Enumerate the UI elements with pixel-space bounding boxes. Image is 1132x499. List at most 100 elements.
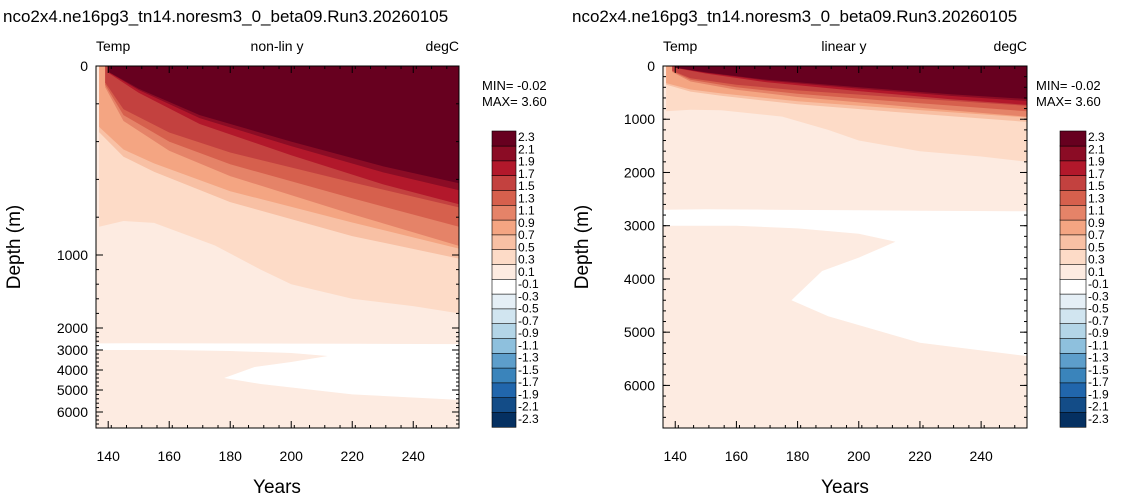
y-tick-label: 6000 — [624, 377, 655, 393]
colorbar-label: 0.5 — [1088, 240, 1105, 254]
x-tick-label: 200 — [847, 448, 871, 464]
colorbar-swatch — [1059, 293, 1087, 310]
colorbar-label: -2.3 — [1088, 412, 1109, 426]
colorbar-swatch — [1059, 278, 1087, 295]
x-tick-label: 220 — [908, 448, 932, 464]
colorbar-label: 2.1 — [1088, 142, 1105, 156]
y-tick-label: 1000 — [57, 247, 88, 263]
y-tick-label: 5000 — [624, 324, 655, 340]
colorbar-label: -0.5 — [518, 302, 539, 316]
colorbar-swatch — [1059, 308, 1087, 325]
x-tick-label: 200 — [280, 448, 304, 464]
y-tick-label: 2000 — [624, 164, 655, 180]
colorbar-swatch — [1059, 219, 1087, 236]
panel-2-min: MIN= -0.02 — [1036, 78, 1101, 93]
colorbar-label: 1.7 — [518, 167, 535, 181]
panel-1-scale-label: non-lin y — [251, 38, 304, 54]
colorbar-swatch — [1059, 397, 1087, 413]
x-tick-label: 160 — [158, 448, 182, 464]
colorbar-swatch — [491, 337, 517, 354]
colorbar-swatch — [491, 234, 517, 251]
panel-1-x-axis-label: Years — [253, 477, 301, 498]
y-tick-label: 4000 — [624, 271, 655, 287]
panel-2-scale-label: linear y — [821, 38, 866, 54]
y-tick-label: 1000 — [624, 111, 655, 127]
colorbar-label: 1.5 — [1088, 179, 1105, 193]
colorbar-label: 2.3 — [1088, 130, 1105, 144]
colorbar-label: -0.3 — [1088, 289, 1109, 303]
colorbar-label: -0.3 — [518, 289, 539, 303]
colorbar-swatch — [1059, 411, 1087, 428]
colorbar-label: -1.7 — [1088, 375, 1109, 389]
band-2.3 — [675, 66, 1027, 99]
colorbar-swatch — [1059, 234, 1087, 251]
colorbar-label: 0.3 — [518, 253, 535, 267]
colorbar-swatch — [491, 367, 517, 384]
colorbar-swatch — [1059, 145, 1087, 162]
colorbar-label: -0.9 — [518, 326, 539, 340]
panel-2-units: degC — [994, 38, 1027, 54]
colorbar-label: -1.1 — [518, 338, 539, 352]
colorbar-swatch — [1059, 382, 1087, 399]
colorbar-swatch — [1059, 367, 1087, 384]
colorbar-swatch — [1059, 175, 1087, 191]
panel-1-axis-ticks: 140 160 180 200 220 240 0 1000 2000 3000 4000 5000 6… — [57, 58, 459, 464]
y-tick-label: 3000 — [624, 218, 655, 234]
colorbar-swatch — [1059, 249, 1087, 265]
panel-nonlinear: nco2x4.ne16pg3_tn14.noresm3_0_beta09.Run… — [3, 7, 547, 498]
colorbar-label: 0.5 — [518, 240, 535, 254]
colorbar-label: -1.3 — [518, 351, 539, 365]
colorbar-label: 1.9 — [518, 155, 535, 169]
colorbar-label: -0.9 — [1088, 326, 1109, 340]
colorbar-label: 0.7 — [1088, 228, 1105, 242]
x-tick-label: 220 — [341, 448, 365, 464]
panel-1-variable: Temp — [96, 38, 130, 54]
colorbar-swatch — [1059, 204, 1087, 221]
colorbar-swatch — [491, 352, 517, 369]
panel-1-contour-fill — [96, 66, 459, 428]
x-tick-label: 160 — [725, 448, 749, 464]
colorbar-swatch — [491, 308, 517, 325]
panel-1-colorbar: 2.32.11.91.71.51.31.10.90.70.50.30.1-0.1… — [491, 130, 539, 428]
panel-2-contour-fill — [663, 66, 1027, 428]
colorbar-swatch — [491, 189, 517, 206]
colorbar-label: 1.1 — [518, 204, 535, 218]
colorbar-label: 0.7 — [518, 228, 535, 242]
colorbar-swatch — [1059, 337, 1087, 354]
colorbar-label: -1.5 — [1088, 363, 1109, 377]
panel-2-title: nco2x4.ne16pg3_tn14.noresm3_0_beta09.Run… — [572, 7, 1017, 26]
x-tick-label: 140 — [97, 448, 121, 464]
colorbar-label: -1.9 — [518, 388, 539, 402]
colorbar-label: -0.7 — [1088, 314, 1109, 328]
panel-linear: nco2x4.ne16pg3_tn14.noresm3_0_beta09.Run… — [572, 7, 1109, 498]
colorbar-label: 2.1 — [518, 142, 535, 156]
colorbar-label: 1.1 — [1088, 204, 1105, 218]
colorbar-swatch — [491, 278, 517, 295]
colorbar-swatch — [491, 175, 517, 191]
colorbar-label: -0.5 — [1088, 302, 1109, 316]
panel-1-min: MIN= -0.02 — [482, 78, 547, 93]
colorbar-label: -2.1 — [518, 400, 539, 414]
y-tick-label: 0 — [80, 58, 88, 74]
x-tick-label: 180 — [219, 448, 243, 464]
colorbar-label: 2.3 — [518, 130, 535, 144]
panel-1-frame — [95, 65, 460, 429]
band-2.3 — [108, 66, 459, 184]
colorbar-swatch — [491, 160, 517, 177]
y-tick-label: 6000 — [57, 404, 88, 420]
colorbar-label: -2.3 — [518, 412, 539, 426]
colorbar-swatch — [1059, 323, 1087, 339]
colorbar-label: 1.7 — [1088, 167, 1105, 181]
cold-water-region — [663, 209, 1027, 357]
colorbar-swatch — [491, 249, 517, 265]
colorbar-label: -0.1 — [1088, 277, 1109, 291]
panel-2-variable: Temp — [663, 38, 697, 54]
colorbar-swatch — [491, 130, 517, 147]
colorbar-label: 0.1 — [1088, 265, 1105, 279]
x-tick-label: 240 — [402, 448, 426, 464]
colorbar-swatch — [1059, 189, 1087, 206]
colorbar-label: 0.9 — [1088, 216, 1105, 230]
colorbar-swatch — [491, 397, 517, 413]
panel-2-colorbar: 2.32.11.91.71.51.31.10.90.70.50.30.1-0.1… — [1059, 130, 1109, 428]
colorbar-swatch — [491, 204, 517, 221]
